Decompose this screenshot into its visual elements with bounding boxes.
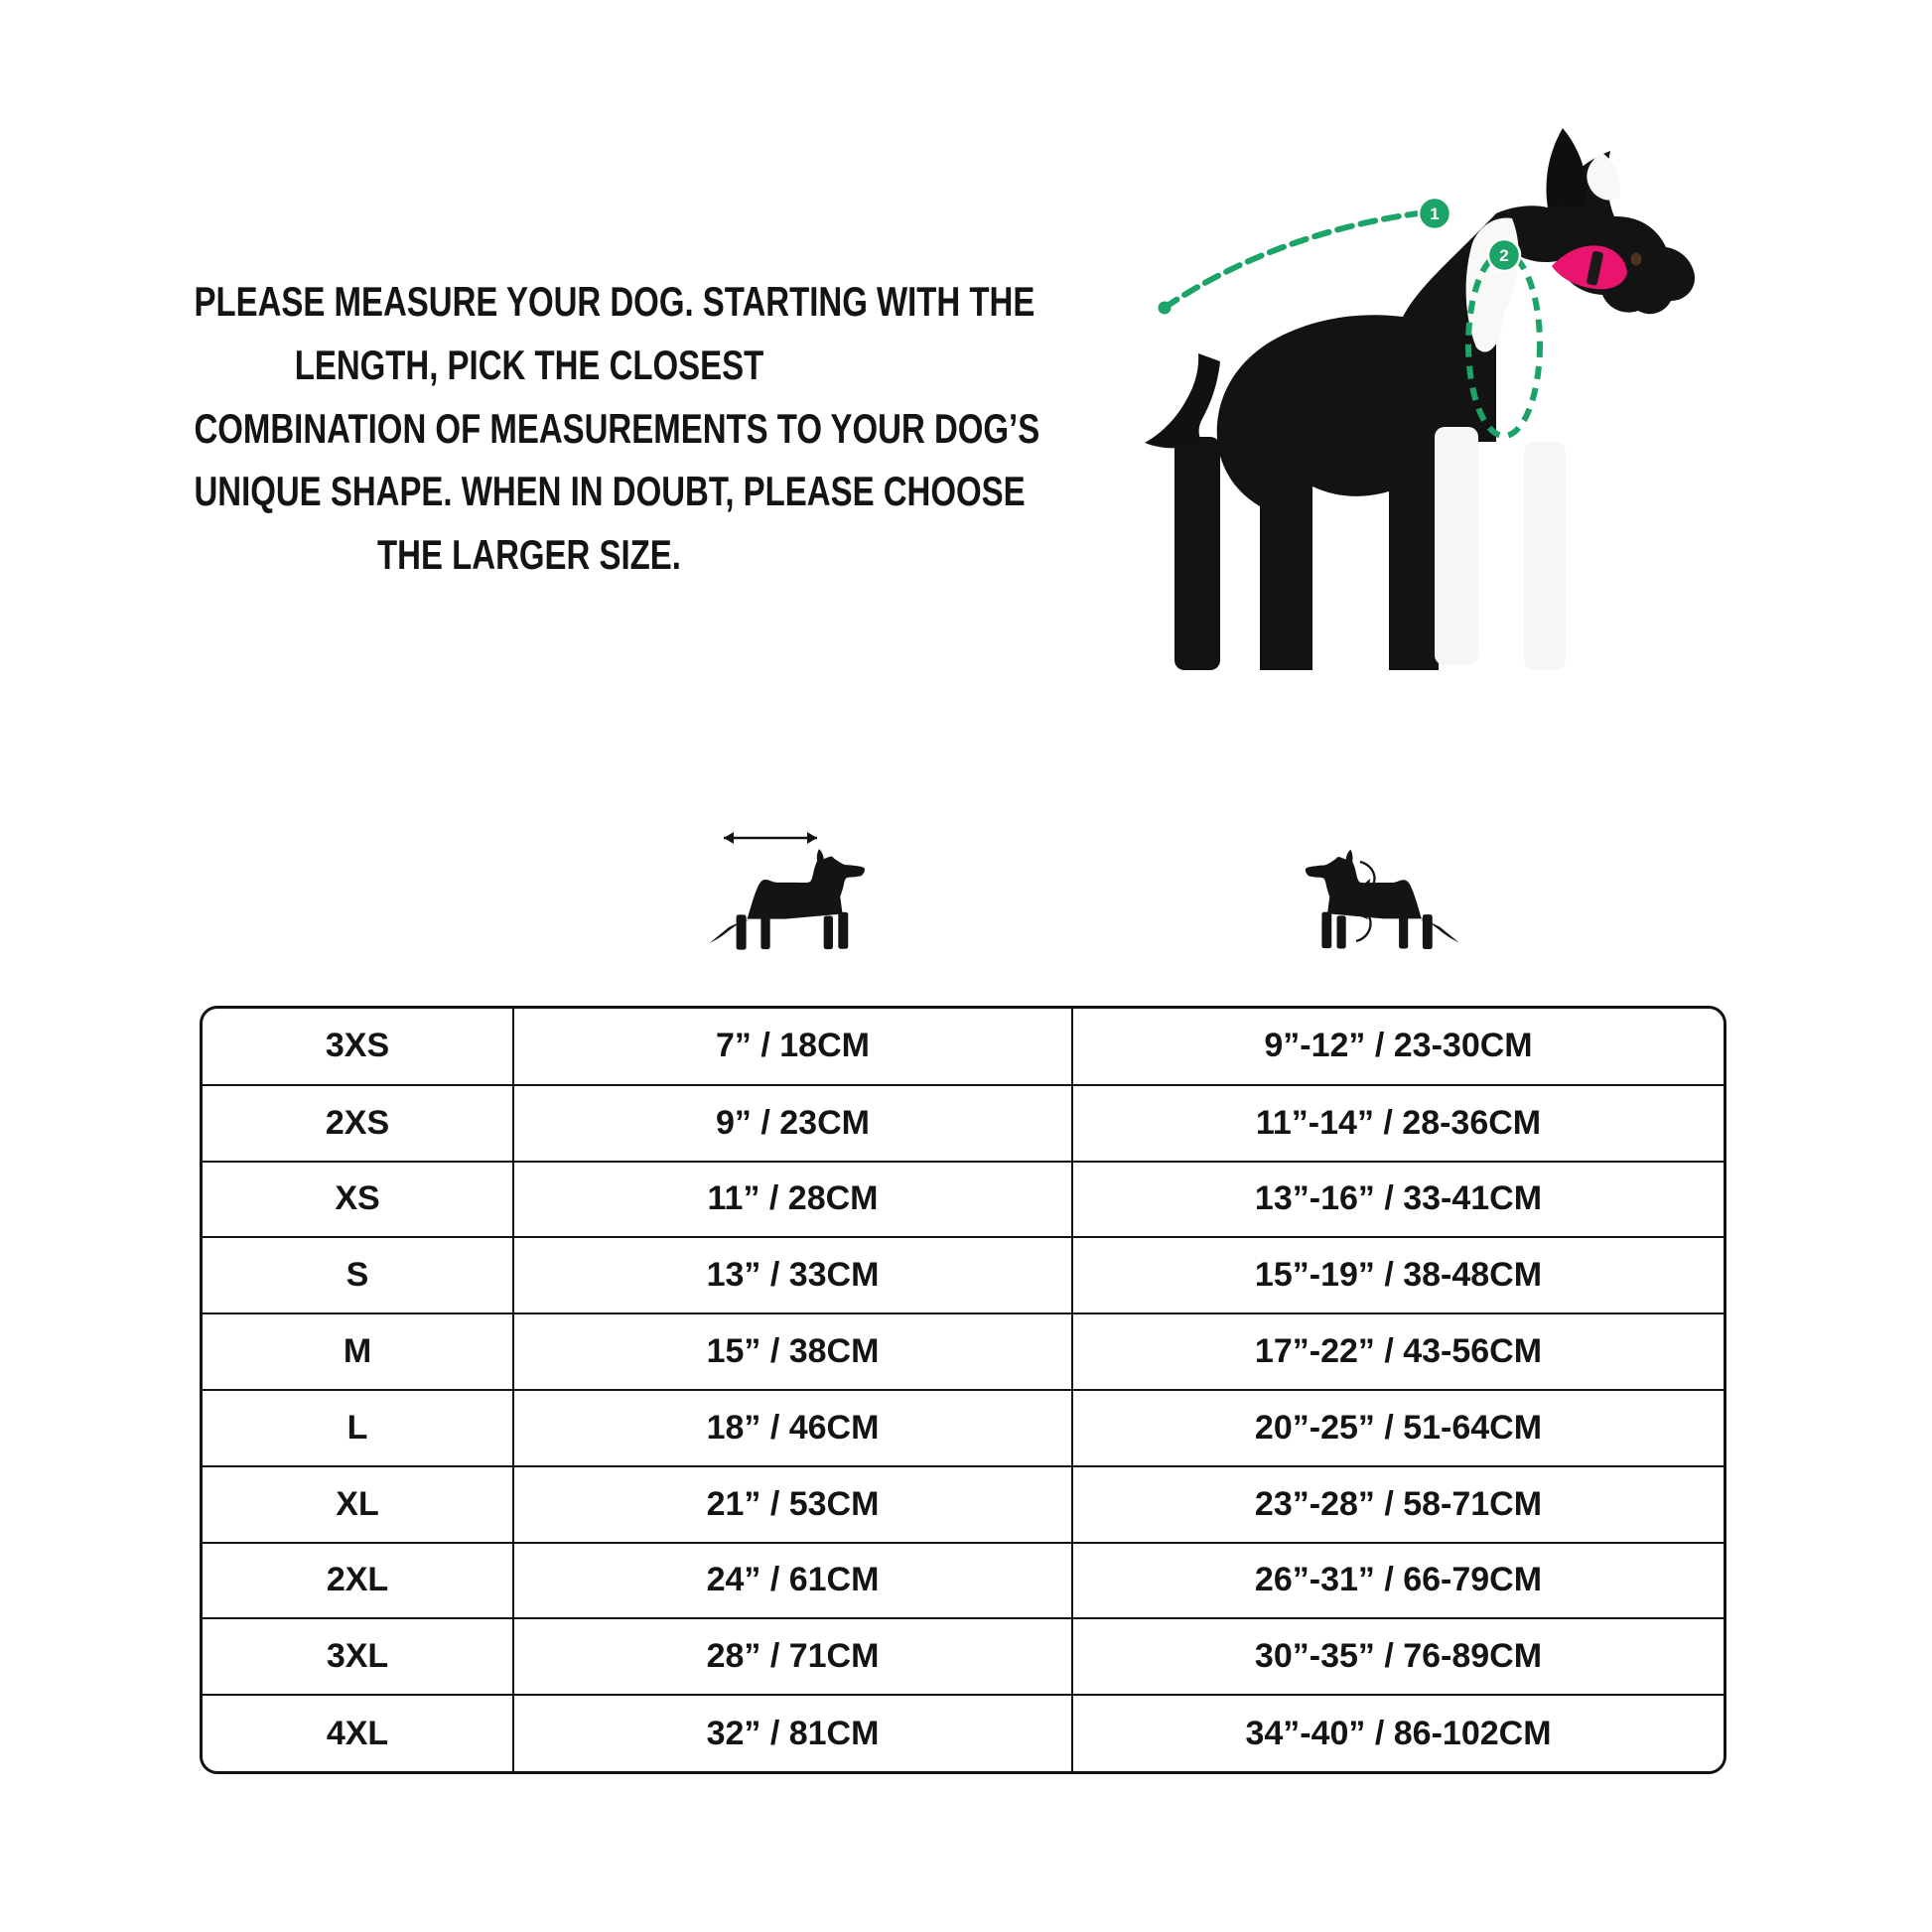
svg-text:1: 1	[1430, 205, 1439, 223]
svg-text:2: 2	[1499, 246, 1508, 265]
